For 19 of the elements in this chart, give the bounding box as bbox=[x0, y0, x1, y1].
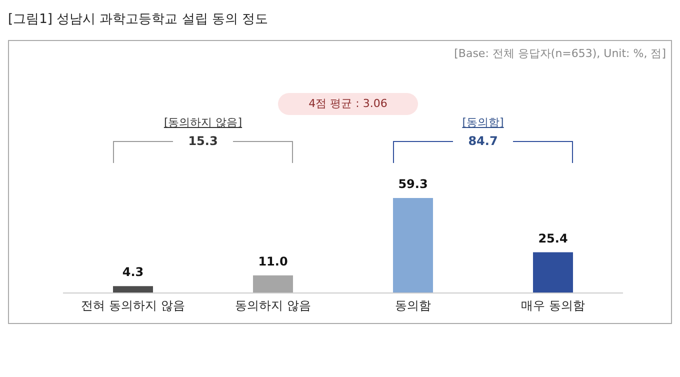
text: [Base: 전체 응답자(n=653), Unit: %, 점] bbox=[454, 46, 666, 61]
x-tick-label: 매우 동의함 bbox=[521, 298, 585, 313]
chart-title: [그림1] 성남시 과학고등학교 설립 동의 정도 bbox=[8, 11, 268, 28]
x-tick-label: 동의함 bbox=[395, 298, 431, 313]
x-tick-label: 전혀 동의하지 않음 bbox=[81, 298, 185, 313]
data-label: 59.3 bbox=[398, 177, 428, 191]
text: 15.3 bbox=[173, 134, 233, 148]
bar bbox=[533, 252, 573, 293]
data-label: 25.4 bbox=[538, 231, 568, 246]
bar bbox=[393, 198, 433, 293]
data-label: 4.3 bbox=[122, 265, 144, 280]
x-tick-label: 동의하지 않음 bbox=[235, 298, 311, 313]
text: 84.7 bbox=[453, 134, 513, 148]
text: [동의함] bbox=[461, 115, 505, 130]
text: [동의하지 않음] bbox=[162, 115, 244, 130]
text: 4점 평균 : 3.06 bbox=[278, 93, 418, 115]
data-label: 11.0 bbox=[258, 254, 288, 268]
bar bbox=[113, 286, 153, 293]
bar bbox=[253, 275, 293, 293]
